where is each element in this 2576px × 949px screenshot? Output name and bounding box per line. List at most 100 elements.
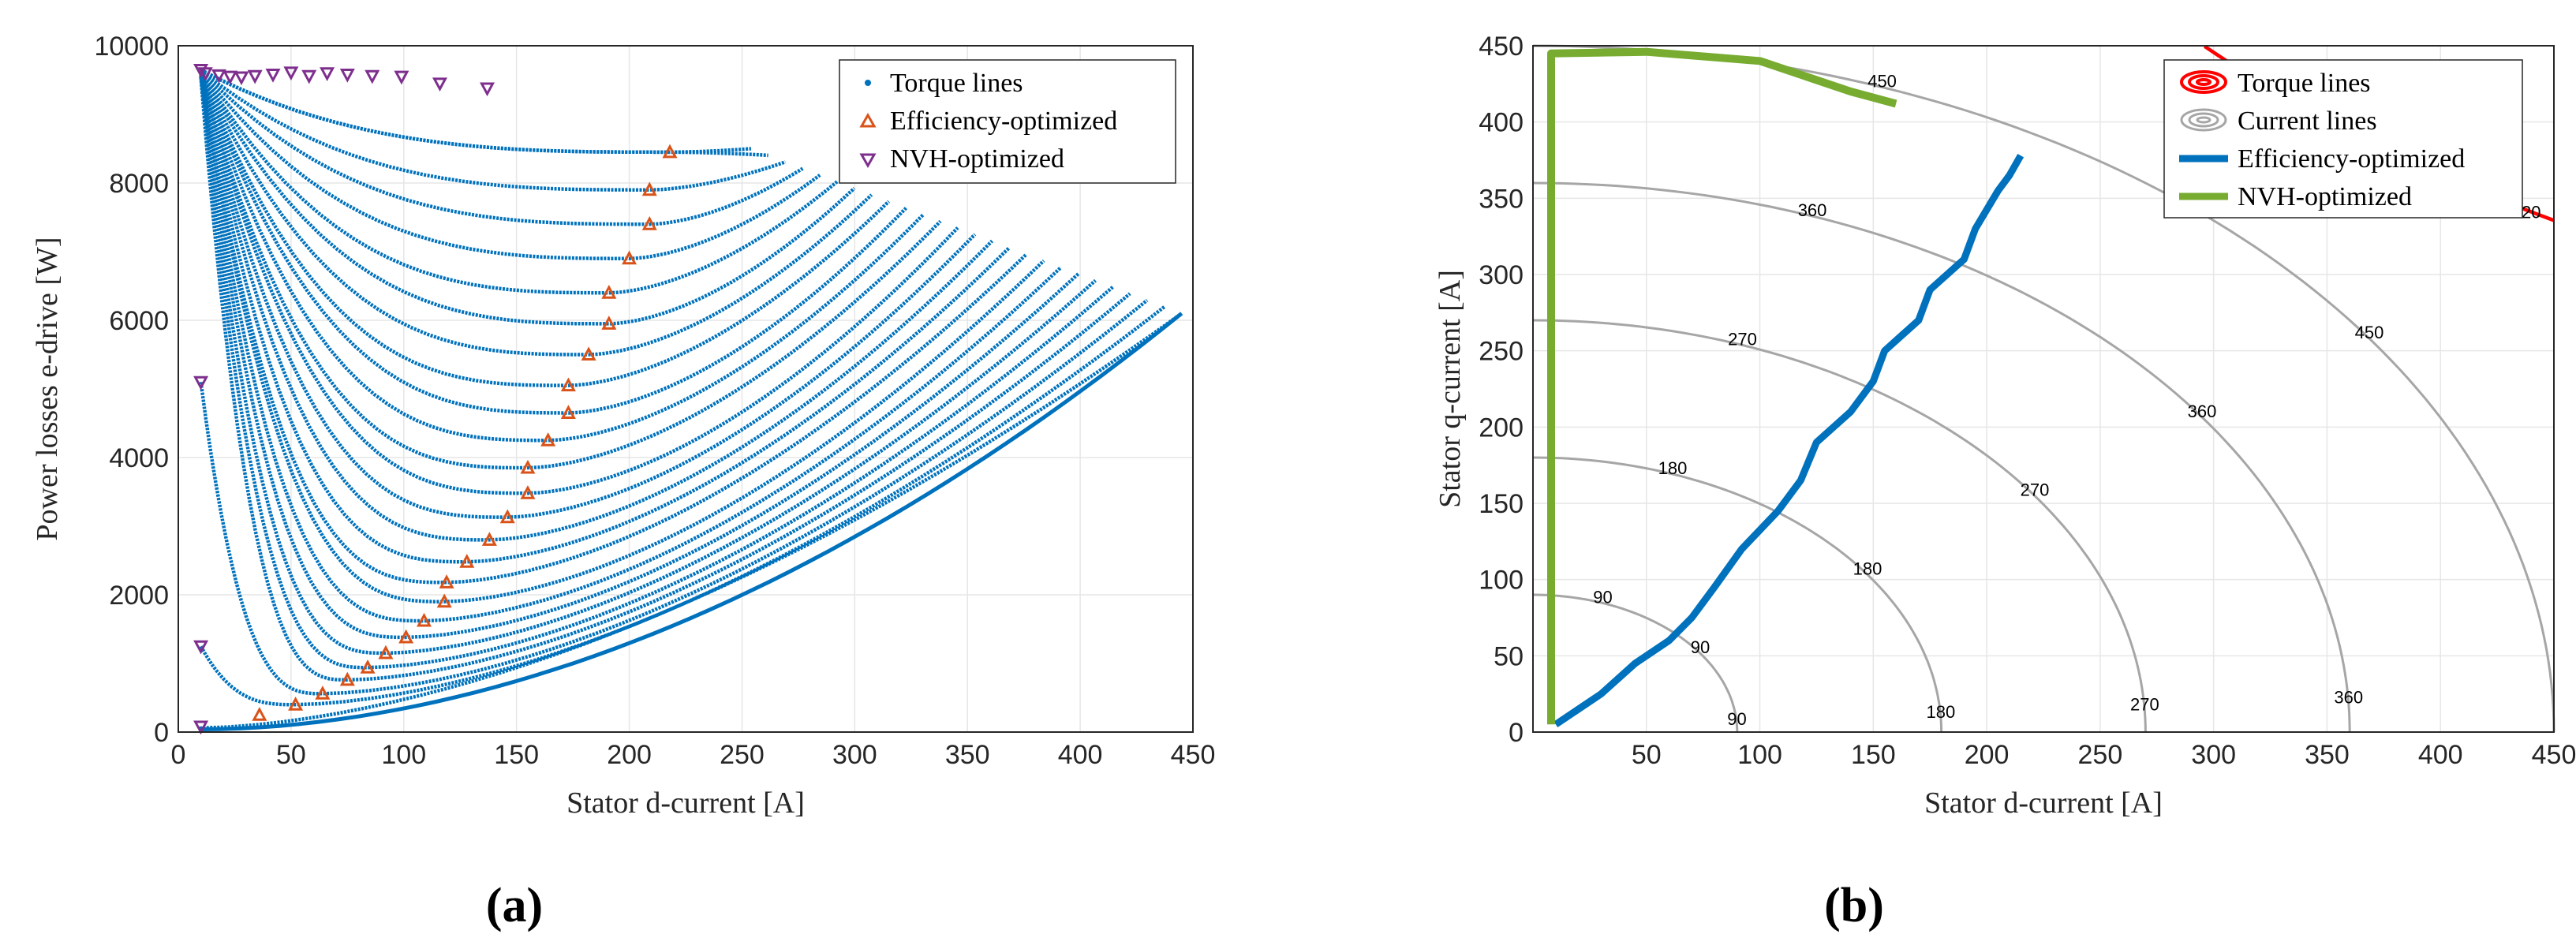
y-tick-label: 10000 <box>94 32 169 62</box>
nvh-marker <box>222 70 238 85</box>
nvh-marker <box>193 375 209 390</box>
torque-line <box>199 75 1028 585</box>
x-tick-label: 250 <box>720 740 765 770</box>
efficiency-marker <box>436 593 452 608</box>
nvh-marker <box>339 69 355 83</box>
y-tick-label: 6000 <box>109 306 169 336</box>
nvh-marker <box>283 66 299 81</box>
torque-line <box>199 73 942 470</box>
panel-b: 90 90 90 180 180 180 270 270 270 360 360 360 450 450 2… <box>1434 32 2576 932</box>
x-tick-label: 300 <box>832 740 877 770</box>
efficiency-marker <box>459 554 475 568</box>
efficiency-marker <box>560 405 576 419</box>
x-tick-label: 50 <box>1632 740 1662 770</box>
current-line <box>1532 319 2147 733</box>
y-tick-label: 2000 <box>109 581 169 611</box>
current-label-upper: 90 <box>1593 587 1612 607</box>
efficiency-marker <box>339 671 355 686</box>
panel-b-contour-labels: 90 90 90 180 180 180 270 270 270 360 360 360 450 450 2… <box>1593 71 2540 728</box>
panel-b-legend-nvh: NVH-optimized <box>2238 182 2412 211</box>
y-tick-label: 0 <box>1509 718 1524 748</box>
efficiency-marker <box>641 181 657 196</box>
current-line <box>1532 44 2555 733</box>
nvh-marker <box>480 82 495 97</box>
efficiency-marker <box>662 144 678 159</box>
torque-line <box>199 73 959 495</box>
panel-a: 0 50 100 150 200 250 300 350 400 450 0 2000 4000 6000… <box>31 32 1215 932</box>
y-tick-label: 200 <box>1479 413 1524 443</box>
efficiency-marker <box>315 686 331 700</box>
nvh-marker <box>193 63 209 78</box>
nvh-marker <box>432 77 448 92</box>
efficiency-marker <box>601 285 617 299</box>
efficiency-marker <box>520 459 536 474</box>
torque-line <box>199 75 1063 623</box>
y-tick-label: 350 <box>1479 184 1524 214</box>
nvh-marker <box>197 67 213 81</box>
efficiency-marker <box>520 485 536 499</box>
y-tick-label: 150 <box>1479 489 1524 519</box>
x-tick-label: 300 <box>2191 740 2236 770</box>
panel-a-ylabel: Power losses e-drive [W] <box>31 237 64 540</box>
panel-b-axes-box <box>1532 45 2555 733</box>
current-label-upper: 450 <box>1868 71 1897 91</box>
x-tick-label: 100 <box>381 740 426 770</box>
efficiency-path <box>1553 153 2025 728</box>
x-tick-label: 400 <box>1058 740 1103 770</box>
x-tick-label: 200 <box>1965 740 2010 770</box>
torque-line <box>199 75 1045 603</box>
current-label-upper: 180 <box>1658 458 1688 478</box>
torque-line <box>199 74 1011 564</box>
nvh-marker <box>193 720 209 735</box>
torque-line <box>200 68 752 155</box>
x-tick-label: 400 <box>2418 740 2463 770</box>
panel-b-legend-torque: Torque lines <box>2238 69 2371 98</box>
nvh-marker <box>247 69 263 84</box>
efficiency-marker <box>641 216 657 230</box>
current-label-mid: 180 <box>1853 559 1882 578</box>
panel-a-legend-efficiency: Efficiency-optimized <box>890 106 1117 136</box>
current-label-mid: 450 <box>2355 323 2384 342</box>
panel-b-ylabel: Stator q-current [A] <box>1434 270 1467 508</box>
efficiency-marker <box>360 659 376 674</box>
panel-a-xlabel: Stator d-current [A] <box>566 786 805 820</box>
nvh-marker <box>193 640 209 655</box>
torque-line <box>199 73 925 443</box>
legend-current-contour-icon <box>2180 108 2227 132</box>
y-tick-label: 4000 <box>109 443 169 473</box>
x-tick-label: 100 <box>1737 740 1782 770</box>
torque-label-edge: 20 <box>2522 203 2540 222</box>
efficiency-marker <box>416 612 432 627</box>
torque-line-envelope <box>200 312 1183 731</box>
torque-line <box>200 69 804 226</box>
current-label-mid: 360 <box>2188 402 2217 421</box>
efficiency-marker <box>378 644 394 659</box>
y-tick-label: 8000 <box>109 169 169 199</box>
nvh-path <box>1547 47 1897 725</box>
panel-a-axes-box <box>178 45 1194 733</box>
y-tick-label: 300 <box>1479 260 1524 290</box>
efficiency-marker <box>601 316 617 330</box>
torque-line <box>199 73 977 519</box>
nvh-marker <box>211 69 226 84</box>
legend-dot-marker <box>865 80 871 86</box>
current-label-bottom: 270 <box>2130 695 2159 715</box>
torque-line <box>199 77 1131 682</box>
nvh-marker <box>394 70 409 85</box>
torque-line <box>199 74 994 542</box>
current-label-bottom: 90 <box>1727 709 1746 729</box>
panel-a-legend-box <box>839 59 1176 184</box>
panel-a-label: (a) <box>486 879 543 932</box>
efficiency-marker <box>398 629 414 644</box>
nvh-marker <box>265 69 281 83</box>
x-tick-label: 0 <box>171 740 186 770</box>
nvh-marker <box>365 69 380 84</box>
current-line <box>1532 181 2351 733</box>
x-tick-label: 150 <box>494 740 539 770</box>
panel-a-tick-labels: 0 50 100 150 200 250 300 350 400 450 0 2000 4000 6000… <box>94 32 1215 770</box>
torque-line <box>199 77 1114 670</box>
current-label-bottom: 360 <box>2334 688 2363 708</box>
y-tick-label: 450 <box>1479 32 1524 62</box>
efficiency-marker <box>499 509 515 524</box>
current-label-mid: 270 <box>2021 480 2050 500</box>
